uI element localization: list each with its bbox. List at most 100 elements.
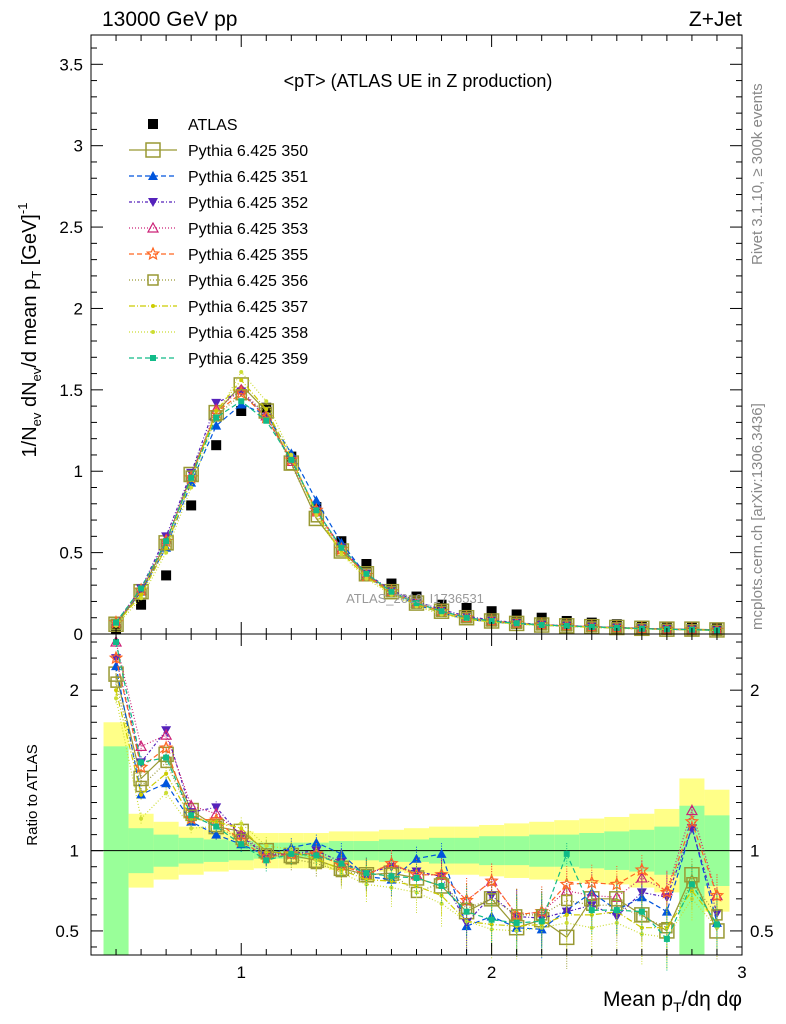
legend-label: Pythia 6.425 356 [188, 273, 308, 290]
ratio-point [539, 925, 544, 930]
ratio-point [288, 850, 295, 857]
ratio-point [114, 696, 119, 701]
ratio-point [638, 908, 645, 915]
x-tick-label: 2 [487, 963, 496, 982]
ratio-point [639, 925, 644, 930]
ratio-point [436, 848, 447, 858]
ratio-point [413, 874, 420, 881]
ratio-point [711, 909, 723, 921]
y-tick-label: 3.5 [59, 55, 83, 74]
ratio-point [463, 908, 470, 915]
series-point [163, 538, 170, 545]
ratio-point [439, 901, 444, 906]
ratio-y-tick-label: 2 [70, 681, 79, 700]
legend-label: Pythia 6.425 351 [188, 169, 308, 186]
ratio-point [635, 871, 648, 883]
ratio-y-tick-label-right: 2 [750, 681, 759, 700]
ratio-point [513, 919, 520, 926]
ratio-point [210, 807, 223, 819]
ratio-point [339, 867, 344, 872]
series-point [289, 452, 294, 457]
y-tick-label: 2.5 [59, 218, 83, 237]
ratio-point [133, 759, 149, 774]
ratio-point [535, 905, 548, 917]
ratio-series-s359 [113, 636, 720, 971]
legend-marker [150, 355, 156, 361]
legend-entry-s358: Pythia 6.425 358 [129, 325, 308, 342]
y-tick-label: 0 [74, 625, 83, 644]
series-point [538, 621, 545, 628]
ratio-point [135, 740, 148, 751]
ratio-point [588, 907, 595, 914]
y-tick-label: 1.5 [59, 381, 83, 400]
legend-entry-s356: Pythia 6.425 356 [129, 273, 308, 290]
ratio-point [264, 843, 269, 848]
series-point [138, 585, 145, 592]
ratio-point [589, 912, 594, 917]
legend-entry-s357: Pythia 6.425 357 [129, 299, 308, 316]
series-point [413, 600, 420, 607]
y-axis-label: 1/Nev dNev/d mean pT [GeV]-1 [15, 203, 44, 458]
series-point [388, 588, 395, 595]
legend-entry-s352: Pythia 6.425 352 [129, 195, 308, 212]
series-point [188, 474, 195, 481]
series-point [313, 507, 320, 514]
legend-marker [148, 198, 158, 207]
ratio-point [411, 853, 422, 863]
data-point [136, 599, 147, 610]
ratio-point [139, 816, 144, 821]
main-title-text: <pT> (ATLAS UE in Z production) [284, 71, 553, 91]
ratio-point [311, 837, 322, 847]
series-point [339, 552, 344, 557]
series-point [463, 614, 470, 621]
series-point [164, 550, 169, 555]
ratio-point [713, 921, 720, 928]
rivet-text: Rivet 3.1.10, ≥ 300k events [749, 83, 766, 265]
ratio-point [164, 790, 169, 795]
y-tick-label: 2 [74, 299, 83, 318]
ratio-y-tick-label-right: 1 [750, 842, 759, 861]
ratio-point [238, 841, 245, 848]
ratio-y-tick-label: 1 [70, 842, 79, 861]
series-point [264, 407, 269, 412]
data-point [211, 440, 222, 451]
ratio-point [364, 877, 369, 882]
series-point [513, 620, 520, 627]
ratio-point [634, 862, 650, 877]
ratio-point [108, 650, 124, 665]
series-point [211, 420, 222, 430]
x-axis-label: Mean pT/dη dφ [603, 988, 742, 1015]
series-point [438, 608, 445, 615]
series-point [588, 623, 595, 630]
series-point [613, 624, 620, 631]
series-point [264, 399, 269, 404]
legend-marker [148, 119, 158, 129]
ratio-point [113, 639, 120, 646]
legend-marker [145, 246, 161, 261]
ratio-series-s352 [111, 652, 722, 951]
ratio-point [188, 812, 195, 819]
legend-marker [151, 304, 155, 308]
ratio-point [388, 873, 395, 880]
ratio-point [659, 884, 675, 899]
series-point [488, 617, 495, 624]
ratio-point [663, 935, 670, 942]
legend: ATLAS Pythia 6.425 350 Pythia 6.425 351 Pyt… [129, 117, 308, 368]
series-point [161, 532, 172, 542]
ratio-point [239, 821, 244, 826]
series-point [214, 409, 219, 414]
ratio-point [338, 860, 345, 867]
series-point [363, 570, 370, 577]
ratio-point [489, 927, 494, 932]
legend-entry-s351: Pythia 6.425 351 [129, 169, 308, 186]
ratio-point [211, 829, 222, 839]
ratio-point [688, 881, 695, 888]
y-tick-label: 1 [74, 462, 83, 481]
ratio-point [363, 870, 370, 877]
ratio-point [484, 873, 499, 888]
ratio-point [684, 814, 700, 828]
ratio-point [438, 882, 445, 889]
legend-label: Pythia 6.425 355 [188, 247, 308, 264]
ratio-panel: 0.5 0.5 1 1 2 2 1 2 3 [55, 35, 774, 982]
